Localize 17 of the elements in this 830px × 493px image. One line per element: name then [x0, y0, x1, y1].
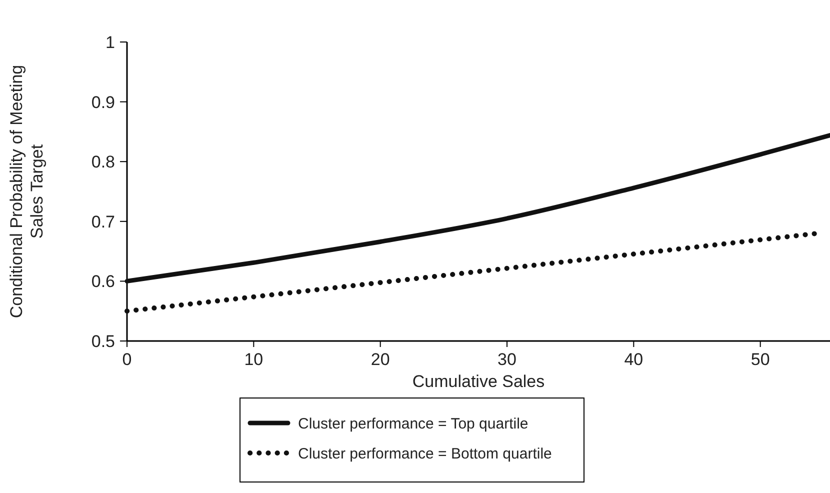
- y-tick-label: 0.6: [91, 272, 115, 292]
- y-tick-label: 0.7: [91, 212, 115, 232]
- x-axis-title: Cumulative Sales: [412, 372, 545, 391]
- y-tick-label: 0.8: [91, 152, 115, 172]
- y-tick-label: 0.9: [91, 92, 115, 112]
- x-tick-label: 40: [624, 350, 644, 369]
- line-series: [124, 133, 830, 284]
- x-tick-label: 0: [122, 350, 132, 369]
- legend-label: Cluster performance = Top quartile: [298, 415, 528, 432]
- y-tick-label: 0.5: [91, 332, 115, 351]
- y-tick-label: 1: [106, 32, 115, 52]
- legend-label: Cluster performance = Bottom quartile: [298, 445, 552, 462]
- x-tick-label: 50: [750, 350, 770, 369]
- x-tick-label: 20: [370, 350, 390, 369]
- x-tick-label: 10: [244, 350, 264, 369]
- y-axis-title: Conditional Probability of Meeting Sales Target: [7, 64, 46, 318]
- x-tick-label: 30: [498, 350, 516, 369]
